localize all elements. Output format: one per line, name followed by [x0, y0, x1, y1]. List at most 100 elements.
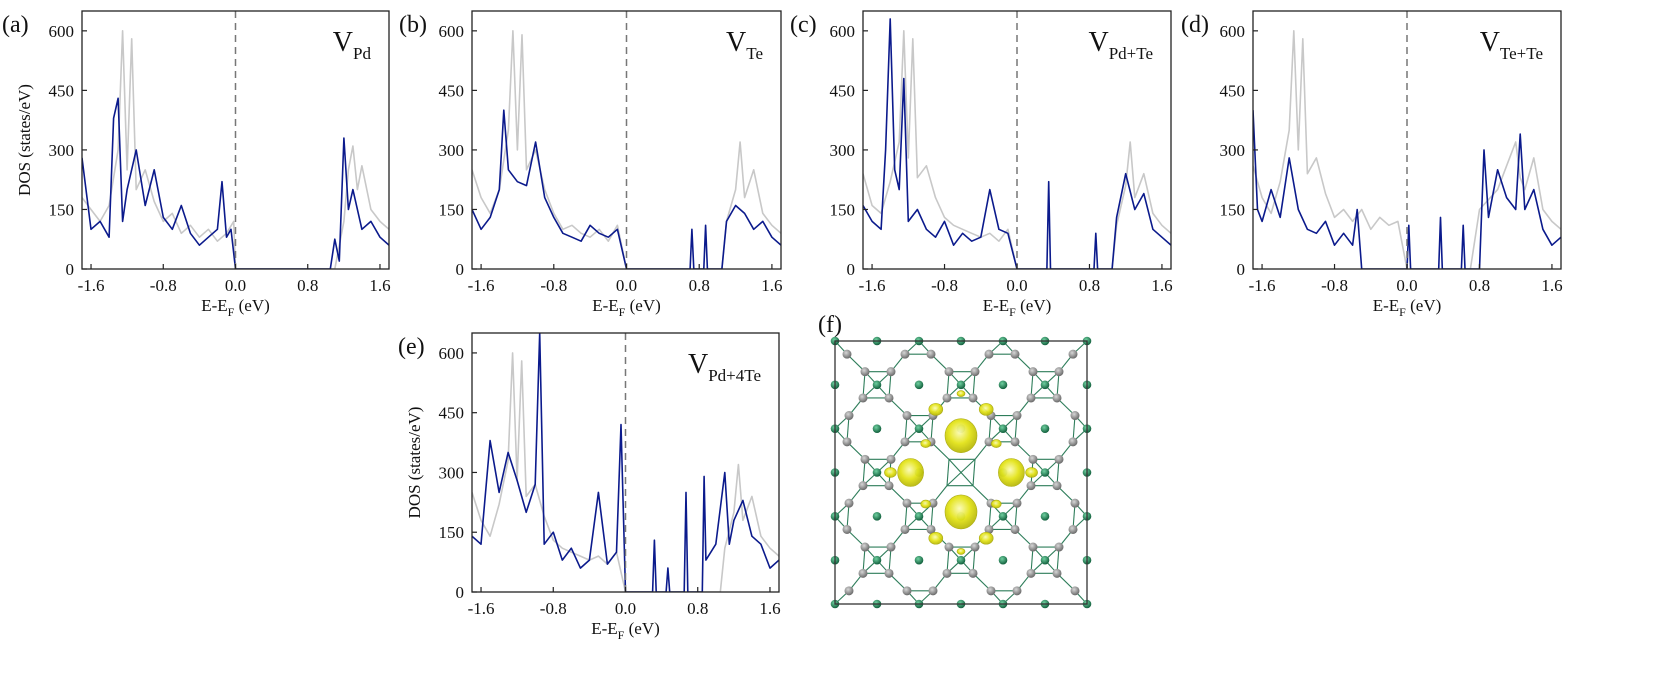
te-atom	[968, 393, 978, 403]
x-tick-label: 1.6	[1541, 276, 1562, 295]
bond	[960, 472, 974, 487]
te-atom	[1070, 498, 1080, 508]
te-atom	[844, 411, 854, 421]
x-tick-label: 0.0	[1396, 276, 1417, 295]
x-tick-label: 0.0	[1006, 276, 1027, 295]
te-atom	[1026, 568, 1036, 578]
y-tick-label: 300	[1220, 141, 1246, 160]
x-tick-label: 0.8	[689, 276, 710, 295]
y-axis-label: DOS (states/eV)	[15, 84, 34, 196]
pd-atom	[998, 380, 1008, 390]
y-tick-label: 600	[49, 22, 75, 41]
pd-atom	[914, 380, 924, 390]
te-atom	[942, 393, 952, 403]
isosurface-lobe	[928, 531, 944, 545]
bond	[948, 458, 962, 473]
pd-atom	[872, 555, 882, 565]
isosurface-lobe	[928, 403, 944, 416]
te-atom	[902, 411, 912, 421]
te-atom	[1010, 437, 1020, 447]
x-tick-label: 0.8	[1469, 276, 1490, 295]
pd-atom	[872, 468, 882, 477]
pd-atom	[998, 555, 1008, 565]
panel-title: VPd+Te	[1088, 27, 1153, 63]
y-tick-label: 300	[439, 463, 465, 482]
reference-dos-line	[863, 30, 1171, 269]
y-tick-label: 450	[1220, 81, 1246, 100]
te-atom	[1068, 349, 1078, 359]
te-atom	[858, 393, 868, 403]
te-atom	[902, 586, 912, 596]
isosurface-lobe	[897, 458, 924, 487]
pd-atom	[1040, 468, 1050, 477]
y-tick-label: 300	[49, 141, 75, 160]
pd-atom	[872, 424, 882, 433]
panel-title: VPd	[333, 27, 372, 63]
panel-label: (a)	[2, 12, 29, 38]
isosurface-lobe	[956, 548, 966, 555]
x-tick-label: -0.8	[540, 276, 567, 295]
te-atom	[968, 568, 978, 578]
y-tick-label: 0	[1237, 260, 1246, 279]
te-atom	[858, 568, 868, 578]
te-atom	[926, 349, 936, 359]
te-atom	[1012, 586, 1022, 596]
te-atom	[926, 524, 936, 534]
y-tick-label: 0	[66, 260, 75, 279]
panel-label: (e)	[398, 334, 425, 360]
te-atom	[858, 481, 868, 491]
y-tick-label: 0	[456, 583, 465, 602]
te-atom	[970, 542, 980, 552]
pd-atom	[1040, 380, 1050, 390]
te-atom	[842, 349, 852, 359]
te-atom	[1068, 524, 1078, 534]
y-tick-label: 150	[49, 200, 75, 219]
panel-label: (d)	[1181, 12, 1209, 38]
pd-atom	[956, 555, 966, 565]
x-tick-label: -0.8	[540, 599, 567, 618]
te-atom	[886, 454, 896, 464]
x-axis-label: E-EF (eV)	[591, 619, 660, 642]
x-tick-label: -1.6	[468, 276, 495, 295]
te-atom	[928, 586, 938, 596]
panel-label: (b)	[399, 12, 427, 38]
te-atom	[1028, 454, 1038, 464]
defect-dos-line	[82, 97, 389, 269]
te-atom	[970, 367, 980, 377]
supercell-boundary	[834, 340, 1088, 605]
defect-dos-line	[1253, 110, 1561, 269]
te-atom	[984, 349, 994, 359]
x-tick-label: 1.6	[1151, 276, 1172, 295]
te-atom	[1012, 498, 1022, 508]
x-tick-label: 0.8	[297, 276, 318, 295]
x-tick-label: 1.6	[759, 599, 780, 618]
pd-atom	[872, 380, 882, 390]
te-atom	[986, 586, 996, 596]
pd-atom	[998, 424, 1008, 433]
isosurface-lobe	[1025, 467, 1038, 478]
te-atom	[884, 393, 894, 403]
te-atom	[900, 349, 910, 359]
x-tick-label: -1.6	[78, 276, 105, 295]
te-atom	[900, 524, 910, 534]
te-atom	[984, 524, 994, 534]
te-atom	[1010, 524, 1020, 534]
pd-atom	[1040, 555, 1050, 565]
bond	[972, 459, 976, 486]
dos-panel-a: -1.6 -0.8 0.0 0.8 1.6 0 150 300 450 600 E-EF (eV) D…	[2, 10, 391, 319]
y-tick-label: 150	[1220, 200, 1246, 219]
pd-atom	[1040, 512, 1050, 521]
y-tick-label: 150	[439, 523, 465, 542]
y-tick-label: 600	[439, 22, 465, 41]
te-atom	[942, 568, 952, 578]
bond	[946, 472, 962, 487]
y-tick-label: 300	[439, 141, 465, 160]
y-axis-label: DOS (states/eV)	[405, 407, 424, 519]
te-atom	[1054, 454, 1064, 464]
te-atom	[944, 542, 954, 552]
te-atom	[1012, 411, 1022, 421]
te-atom	[900, 437, 910, 447]
x-tick-label: -1.6	[1249, 276, 1276, 295]
x-tick-label: 0.0	[615, 599, 636, 618]
